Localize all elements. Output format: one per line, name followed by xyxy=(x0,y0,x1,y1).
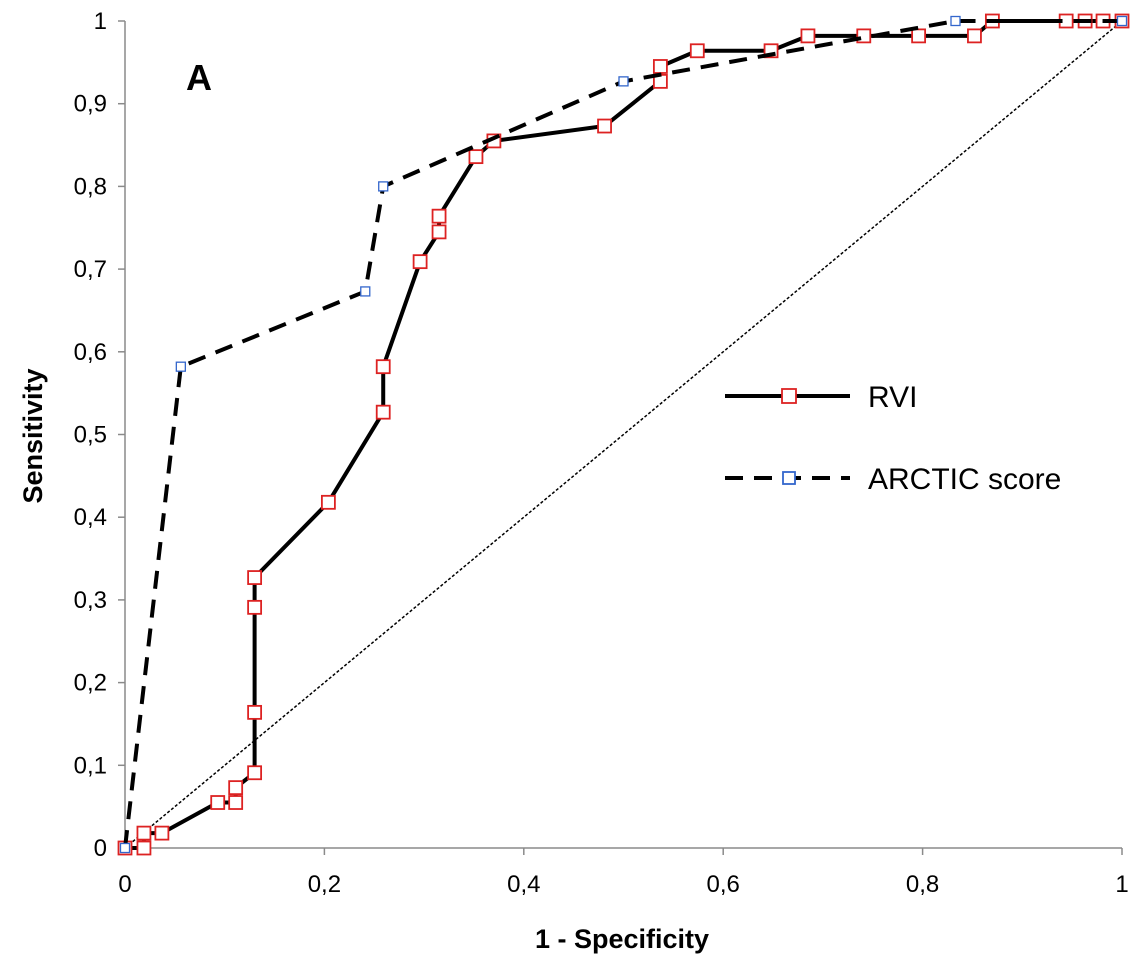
y-axis-title: Sensitivity xyxy=(18,368,48,503)
series-layer xyxy=(117,13,1130,856)
data-point-rvi xyxy=(136,825,152,841)
y-tick-label: 0,5 xyxy=(74,422,107,449)
data-point-rvi xyxy=(967,28,982,44)
x-tick-label: 1 xyxy=(1115,871,1128,898)
data-point-rvi xyxy=(247,570,263,585)
data-point-arctic-score xyxy=(175,361,186,372)
data-point-rvi xyxy=(412,254,428,270)
legend-symbol-rvi xyxy=(725,388,850,404)
y-tick-label: 0,7 xyxy=(74,256,107,283)
data-point-rvi xyxy=(247,704,263,720)
data-point-rvi xyxy=(597,118,612,134)
data-point-rvi xyxy=(136,840,152,856)
data-point-rvi xyxy=(800,28,816,44)
data-point-rvi xyxy=(228,780,244,796)
y-tick-label: 0 xyxy=(94,835,107,862)
y-tick-label: 0,6 xyxy=(74,339,107,366)
legend-marker xyxy=(781,388,797,404)
x-axis-title: 1 - Specificity xyxy=(535,924,709,954)
data-point-rvi xyxy=(689,43,705,59)
data-point-arctic-score xyxy=(378,181,389,192)
data-point-rvi xyxy=(431,208,447,224)
data-point-rvi xyxy=(652,59,668,74)
x-tick-label: 0 xyxy=(118,871,131,898)
data-point-rvi xyxy=(468,149,484,165)
data-point-arctic-score xyxy=(1116,15,1128,27)
legend-label-rvi: RVI xyxy=(868,381,917,414)
reference-line xyxy=(124,20,1123,849)
y-tick-label: 0,2 xyxy=(74,670,107,697)
data-point-rvi xyxy=(247,599,263,615)
data-point-arctic-score xyxy=(950,15,961,27)
data-point-rvi xyxy=(431,224,447,240)
data-point-rvi xyxy=(228,795,244,810)
legend-marker xyxy=(782,471,796,485)
y-tick-label: 0,9 xyxy=(74,91,107,118)
y-tick-label: 0,1 xyxy=(74,752,107,779)
legend: RVI ARCTIC score xyxy=(725,381,1061,496)
data-point-rvi xyxy=(320,494,336,510)
data-point-rvi xyxy=(375,404,391,420)
reference-diagonal xyxy=(124,20,1123,849)
data-point-rvi xyxy=(154,825,170,841)
x-tick-label: 0,4 xyxy=(507,871,540,898)
data-point-arctic-score xyxy=(360,286,371,297)
y-tick-label: 1 xyxy=(94,8,107,35)
data-point-rvi xyxy=(247,765,263,781)
y-tick-label: 0,3 xyxy=(74,587,107,614)
data-point-rvi xyxy=(911,28,927,44)
legend-label-arctic-score: ARCTIC score xyxy=(868,463,1061,496)
y-tick-label: 0,4 xyxy=(74,504,107,531)
tick-labels: 0 0,1 0,2 0,3 0,4 0,5 0,6 0,7 0,8 0,9 1 0 0,2 0,4 0,6 0… xyxy=(74,8,1129,898)
x-tick-label: 0,8 xyxy=(906,871,939,898)
x-tick-label: 0,2 xyxy=(308,871,341,898)
data-point-arctic-score xyxy=(119,842,131,854)
x-tick-label: 0,6 xyxy=(707,871,740,898)
y-tick-label: 0,8 xyxy=(74,173,107,200)
data-point-rvi xyxy=(375,359,391,375)
data-point-arctic-score xyxy=(618,76,629,87)
data-point-rvi xyxy=(210,795,226,810)
series-arctic-score xyxy=(119,15,1128,854)
legend-symbol-arctic-score xyxy=(725,471,850,485)
panel-label: A xyxy=(186,57,212,98)
